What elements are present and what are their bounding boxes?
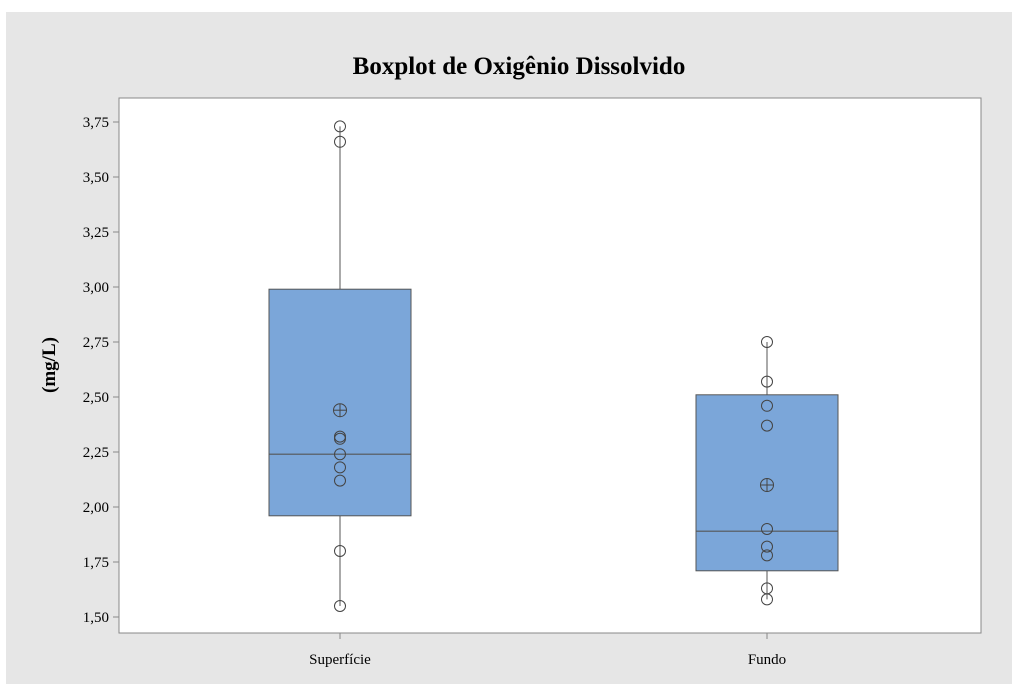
data-point (334, 545, 346, 557)
y-axis: 1,50 1,75 2,00 2,25 2,50 2,75 3,00 3,25 3,50 3,75 (83, 115, 119, 626)
x-tick-label: Superfície (309, 652, 371, 668)
y-tick-label: 2,25 (83, 445, 109, 461)
mean-symbol (333, 403, 347, 418)
data-point (334, 120, 346, 133)
plot-area (118, 97, 982, 634)
data-point (761, 399, 773, 412)
data-point (761, 540, 773, 553)
y-tick-label: 1,75 (83, 555, 109, 571)
y-tick-label: 3,75 (83, 115, 109, 131)
mean-symbol (760, 478, 774, 492)
data-point (334, 448, 346, 461)
boxes (268, 120, 839, 612)
data-point (761, 419, 773, 432)
y-axis-label: (mg/L) (39, 337, 60, 393)
y-tick-label: 3,50 (83, 170, 109, 186)
x-axis: Superfície Fundo (309, 633, 786, 668)
y-tick-label: 3,25 (83, 225, 109, 241)
box-group (268, 120, 412, 612)
data-point (761, 523, 773, 535)
data-point (761, 549, 773, 562)
y-tick-label: 3,00 (83, 280, 109, 296)
data-point (334, 432, 346, 445)
data-point (334, 600, 346, 612)
chart-title: Boxplot de Oxigênio Dissolvido (353, 53, 686, 80)
y-tick-label: 1,50 (83, 610, 109, 626)
data-point (761, 336, 773, 348)
y-tick-label: 2,50 (83, 390, 109, 406)
box-group (695, 336, 839, 606)
box-iqr (268, 288, 412, 517)
data-point (334, 135, 346, 148)
data-point (334, 474, 346, 487)
data-point (761, 593, 773, 606)
x-tick-label: Fundo (748, 652, 786, 668)
data-point (761, 375, 773, 388)
y-tick-label: 2,00 (83, 500, 109, 516)
y-tick-label: 2,75 (83, 335, 109, 351)
data-point (334, 461, 346, 474)
